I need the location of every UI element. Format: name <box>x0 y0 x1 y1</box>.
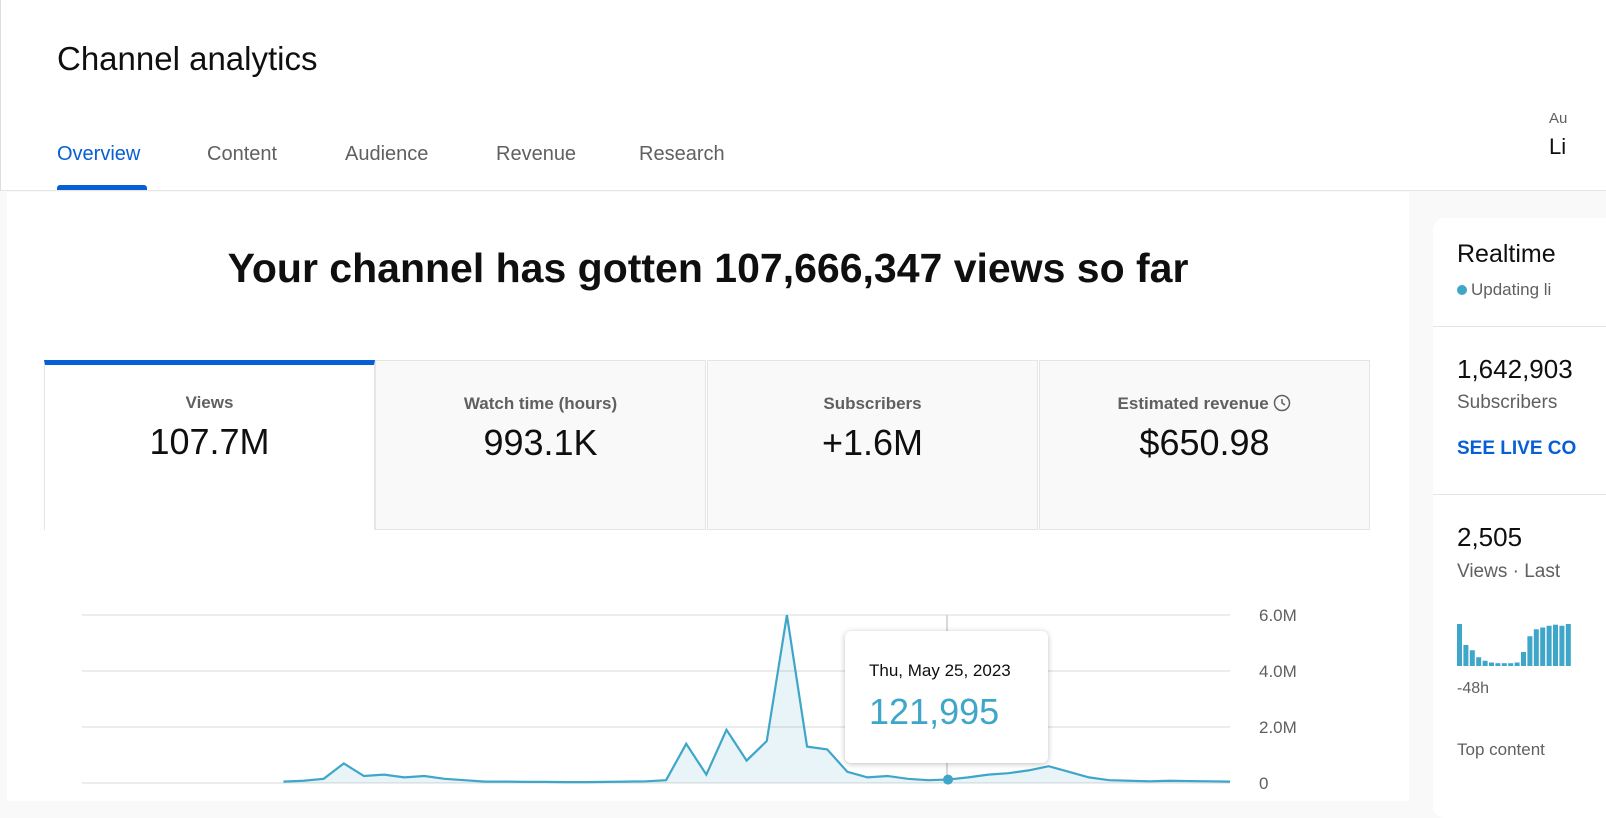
y-tick-label: 2.0M <box>1259 718 1297 737</box>
tab[interactable]: Overview <box>57 143 141 165</box>
y-tick-label: 0 <box>1259 774 1268 793</box>
realtime-bar <box>1527 636 1533 666</box>
realtime-bar <box>1476 657 1482 666</box>
realtime-bar <box>1540 627 1546 666</box>
y-tick-label: 6.0M <box>1259 606 1297 625</box>
metric-label: Estimated revenue <box>1040 394 1369 414</box>
realtime-bar <box>1521 652 1526 666</box>
realtime-bar <box>1559 625 1565 666</box>
views-count: 2,505 <box>1457 522 1523 552</box>
realtime-bars <box>1457 624 1571 666</box>
hover-point <box>943 774 954 785</box>
metric-value: +1.6M <box>821 422 924 463</box>
subscriber-label: Subscribers <box>1457 392 1558 413</box>
top-content-label: Top content <box>1457 740 1545 759</box>
status-text: Updating li <box>1471 280 1552 299</box>
bars-start-label: -48h <box>1457 680 1490 697</box>
line-series <box>283 614 1231 784</box>
date-label: Au <box>1549 110 1568 127</box>
headline: Your channel has gotten 107,666,347 view… <box>227 245 1189 291</box>
tab[interactable]: Research <box>639 143 725 165</box>
chart: 0 2.0M 4.0M 6.0M <box>82 606 1297 793</box>
tab[interactable]: Audience <box>345 143 429 165</box>
page: Channel analytics Overview Content Audie… <box>0 0 1606 793</box>
realtime-bar <box>1457 624 1462 666</box>
tooltip-value: 121,995 <box>869 691 1000 732</box>
divider <box>1433 494 1606 495</box>
live-link[interactable]: SEE LIVE CO <box>1457 438 1577 459</box>
metric-value: 993.1K <box>483 422 598 463</box>
realtime-bar <box>1514 662 1520 666</box>
realtime-card: Realtime Updating li 1,642,903 Subscribe… <box>1433 218 1606 818</box>
metric-value: $650.98 <box>1139 422 1270 463</box>
divider <box>1433 326 1606 327</box>
realtime-bar <box>1463 645 1469 666</box>
line-area <box>283 615 1230 783</box>
date-value[interactable]: Li <box>1549 134 1567 159</box>
metric-card[interactable]: Views 107.7M <box>44 360 375 530</box>
metric-value: 107.7M <box>149 421 270 462</box>
views-label: Views · Last <box>1457 561 1561 582</box>
clock-icon <box>1274 394 1291 412</box>
metric-label: Views <box>185 393 234 412</box>
realtime-bar <box>1565 624 1571 666</box>
realtime-title: Realtime <box>1457 240 1556 268</box>
realtime-bar <box>1482 660 1488 666</box>
tooltip-date: Thu, May 25, 2023 <box>869 661 1011 680</box>
metric-label-text: Estimated revenue <box>1117 394 1269 413</box>
tab[interactable]: Revenue <box>496 143 577 165</box>
metric-label: Watch time (hours) <box>463 394 618 413</box>
tooltip: Thu, May 25, 2023 121,995 <box>845 631 1048 763</box>
page-title: Channel analytics <box>57 40 318 77</box>
subscriber-count: 1,642,903 <box>1457 354 1573 384</box>
realtime-bar <box>1533 629 1539 666</box>
realtime-bar <box>1489 662 1494 666</box>
realtime-bar <box>1469 650 1475 666</box>
realtime-status: Updating li <box>1457 280 1551 300</box>
tab-indicator <box>57 185 147 190</box>
tab[interactable]: Content <box>207 143 278 165</box>
realtime-bar <box>1495 663 1501 666</box>
y-tick-label: 4.0M <box>1259 662 1297 681</box>
metric-card[interactable]: Watch time (hours) 993.1K <box>375 360 706 530</box>
realtime-bar <box>1546 625 1552 666</box>
realtime-bar <box>1501 663 1507 666</box>
metric-label: Subscribers <box>823 394 922 413</box>
live-dot <box>1457 285 1467 295</box>
realtime-bar <box>1508 663 1514 666</box>
metric-card[interactable]: Subscribers +1.6M <box>707 360 1038 530</box>
realtime-bar <box>1553 624 1558 666</box>
header: Channel analytics Overview Content Audie… <box>0 0 1606 191</box>
metric-card[interactable]: Estimated revenue $650.98 <box>1039 360 1370 530</box>
